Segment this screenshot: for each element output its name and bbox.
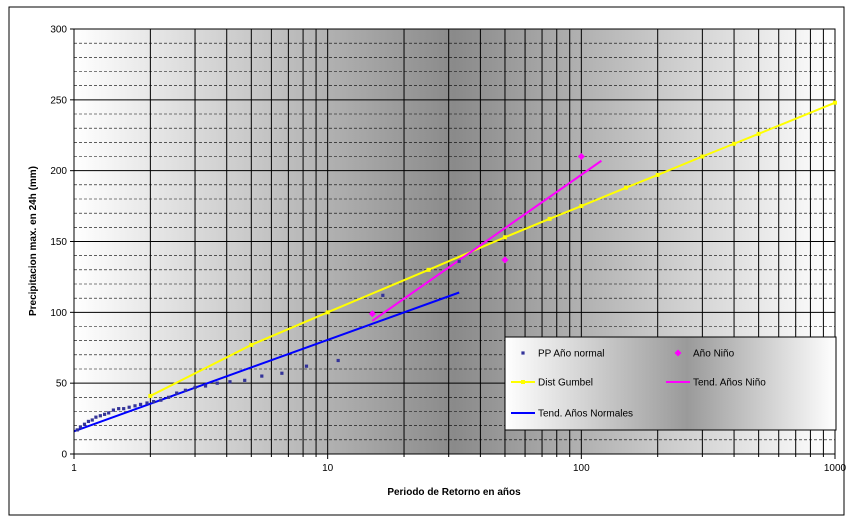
line-point bbox=[426, 267, 431, 272]
y-tick-label: 50 bbox=[56, 379, 68, 390]
line-point bbox=[700, 154, 705, 159]
data-point bbox=[145, 401, 149, 405]
data-point bbox=[368, 310, 376, 318]
data-point bbox=[152, 399, 156, 404]
x-tick-label: 100 bbox=[573, 463, 590, 474]
axes: 0 50 100 150 200 250 300 1 10 100 1000 bbox=[50, 25, 846, 475]
data-point bbox=[280, 371, 284, 375]
data-point bbox=[336, 358, 340, 363]
data-point bbox=[193, 385, 197, 390]
data-point bbox=[228, 380, 232, 384]
legend-label: Año Niño bbox=[693, 349, 735, 360]
legend-label: Dist Gumbel bbox=[538, 378, 593, 389]
data-point bbox=[133, 404, 137, 408]
legend-label: Tend. Años Normales bbox=[538, 409, 633, 420]
data-point bbox=[381, 293, 385, 297]
data-point bbox=[90, 418, 94, 422]
x-tick-label: 1000 bbox=[824, 463, 847, 474]
data-point bbox=[86, 419, 91, 424]
legend-box bbox=[504, 336, 837, 431]
data-point bbox=[457, 259, 461, 263]
data-point bbox=[98, 414, 102, 418]
series-line bbox=[371, 159, 602, 322]
data-point bbox=[94, 415, 98, 419]
data-point bbox=[203, 384, 208, 388]
data-point bbox=[159, 398, 163, 402]
line-point bbox=[325, 310, 330, 315]
data-point bbox=[138, 402, 143, 407]
data-point bbox=[501, 256, 509, 264]
data-point bbox=[166, 395, 171, 399]
y-tick-label: 150 bbox=[50, 237, 67, 248]
series-tend-a-os-normales bbox=[73, 291, 460, 433]
data-point bbox=[577, 153, 585, 160]
line-point bbox=[148, 393, 153, 398]
line-point bbox=[624, 185, 629, 190]
y-tick-label: 200 bbox=[50, 166, 67, 177]
data-point bbox=[304, 364, 309, 368]
legend-swatch-marker bbox=[521, 380, 525, 384]
data-point bbox=[183, 388, 188, 392]
series-tend-a-os-ni-o bbox=[371, 159, 602, 322]
series-dist-gumbel bbox=[148, 100, 837, 398]
legend-label: Tend. Años Niño bbox=[693, 378, 766, 389]
data-point bbox=[122, 407, 126, 411]
line-point bbox=[502, 235, 507, 240]
data-point bbox=[82, 422, 87, 426]
line-point bbox=[655, 172, 660, 177]
legend-item: Tend. Años Niño bbox=[666, 378, 766, 389]
y-tick-label: 250 bbox=[50, 95, 67, 106]
x-axis-title: Periodo de Retorno en años bbox=[387, 487, 521, 498]
y-tick-label: 300 bbox=[50, 25, 67, 36]
data-point bbox=[215, 381, 219, 385]
legend-item: Dist Gumbel bbox=[511, 378, 593, 389]
data-point bbox=[243, 378, 247, 382]
data-point bbox=[78, 425, 83, 429]
line-point bbox=[732, 141, 737, 146]
legend-item: Año Niño bbox=[674, 349, 735, 360]
x-tick-label: 10 bbox=[322, 463, 334, 474]
y-axis-title: Precipitacion max. en 24h (mm) bbox=[28, 166, 39, 316]
legend-item: Tend. Años Normales bbox=[511, 409, 633, 420]
legend-swatch-marker bbox=[674, 349, 682, 357]
y-tick-label: 100 bbox=[50, 308, 67, 319]
line-point bbox=[547, 216, 552, 221]
legend: PP Año normal Año Niño Dist Gumbel Tend. Añ… bbox=[504, 336, 837, 431]
line-point bbox=[756, 131, 761, 136]
series-pp-a-o-normal bbox=[75, 259, 461, 432]
data-point bbox=[75, 428, 79, 432]
y-tick-label: 0 bbox=[61, 450, 67, 461]
data-point bbox=[127, 405, 131, 409]
line-point bbox=[833, 100, 837, 105]
series-a-o-ni-o bbox=[368, 153, 585, 318]
series-layer bbox=[73, 100, 837, 433]
data-point bbox=[175, 391, 179, 395]
data-point bbox=[117, 407, 121, 411]
grid bbox=[73, 29, 836, 454]
data-point bbox=[260, 374, 264, 378]
legend-item: PP Año normal bbox=[521, 349, 605, 360]
legend-label: PP Año normal bbox=[538, 349, 605, 360]
data-point bbox=[107, 411, 111, 415]
data-point bbox=[111, 408, 116, 412]
data-point bbox=[102, 412, 107, 416]
series-line bbox=[73, 291, 460, 433]
x-tick-label: 1 bbox=[71, 463, 77, 474]
line-point bbox=[249, 342, 254, 347]
legend-swatch-marker bbox=[521, 351, 525, 355]
line-point bbox=[579, 204, 584, 209]
